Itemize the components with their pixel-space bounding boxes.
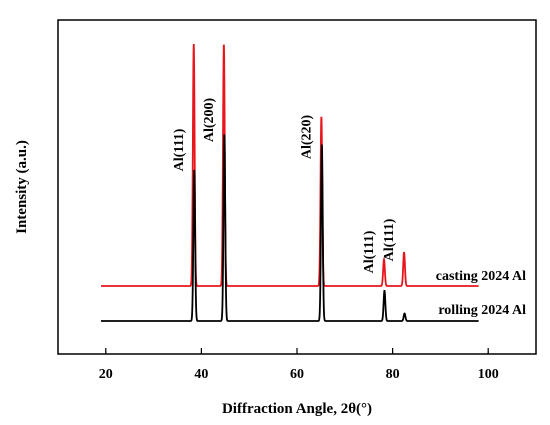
x-tick-label: 20 — [99, 367, 113, 382]
peak-annotations: Al(111) Al(200) Al(220) Al(111) Al(111) — [172, 98, 397, 274]
peak-label: Al(111) — [172, 128, 187, 171]
peak-label: Al(220) — [299, 115, 314, 160]
series-label-casting: casting 2024 Al — [436, 269, 526, 284]
series-line-casting — [101, 43, 479, 287]
x-tick-label: 40 — [194, 367, 208, 382]
x-tick-label: 80 — [386, 367, 400, 382]
x-axis-ticks: 20 40 60 80 100 — [99, 348, 499, 382]
y-axis-title: Intensity (a.u.) — [14, 140, 30, 234]
series-group — [101, 43, 479, 322]
x-tick-label: 100 — [478, 367, 499, 382]
x-tick-label: 60 — [290, 367, 304, 382]
series-line-rolling — [101, 134, 479, 322]
series-label-rolling: rolling 2024 Al — [438, 303, 526, 318]
peak-label: Al(111) — [362, 230, 377, 273]
series-labels: casting 2024 Al rolling 2024 Al — [436, 269, 526, 318]
peak-label: Al(200) — [202, 98, 217, 143]
peak-label: Al(111) — [382, 218, 397, 261]
x-axis-title: Diffraction Angle, 2θ(°) — [222, 401, 372, 417]
